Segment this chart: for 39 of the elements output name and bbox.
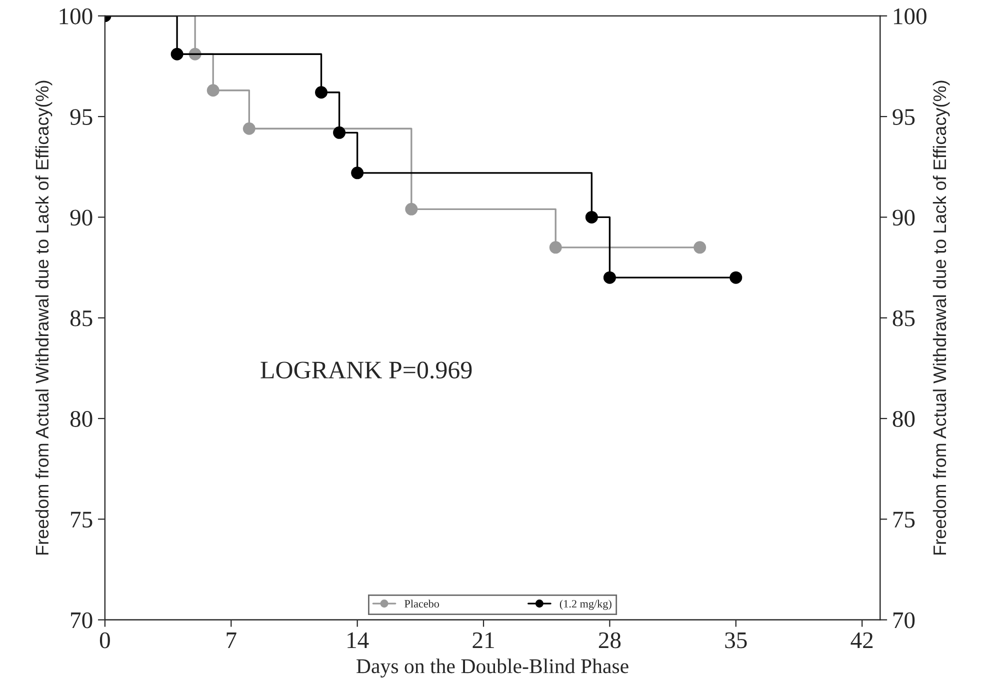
point [730,271,742,284]
point [585,210,598,224]
point [333,126,346,139]
x-tick-label: 35 [725,632,747,648]
point [549,241,562,254]
x-axis-title: Days on the Double-Blind Phase [356,658,628,678]
legend-label: Placebo [404,600,440,608]
y-tick-label: 95 [70,109,92,125]
y-tick-label: 90 [70,210,92,226]
y-tick-label: 70 [71,612,92,628]
x-tick-label: 42 [850,632,873,648]
x-tick-label: 14 [348,632,369,648]
point [351,166,364,180]
y-tick-label: 85 [70,310,92,326]
x-tick-label: 0 [100,632,110,648]
point [315,86,328,99]
point [405,202,418,216]
y2-tick-label: 95 [892,109,915,125]
y-tick-label: 75 [71,512,92,528]
y2-tick-label: 75 [893,512,915,528]
y-tick-label: 100 [60,8,92,24]
x-tick-label: 28 [598,632,621,648]
point [242,122,256,135]
y-tick-label: 80 [70,411,92,427]
point [206,84,220,97]
point [170,48,184,60]
legend-label: (1.2 mg/kg) [560,600,612,610]
y2-tick-label: 100 [894,8,926,24]
y2-tick-label: 90 [892,210,915,226]
x-tick-label: 21 [472,632,494,648]
x-tick-label: 7 [226,632,236,648]
y2-tick-label: 80 [892,411,915,427]
y2-tick-label: 70 [893,612,915,628]
y-axis-title: Freedom from Actual Withdrawal due to Lack of Efficacy(%) [35,80,52,555]
point [694,241,706,254]
y2-tick-label: 85 [892,310,915,326]
annotation: LOGRANK P=0.969 [260,362,472,379]
y2-axis-title: Freedom from Actual Withdrawal due to Lack of Efficacy(%) [932,80,950,555]
point [603,271,616,284]
